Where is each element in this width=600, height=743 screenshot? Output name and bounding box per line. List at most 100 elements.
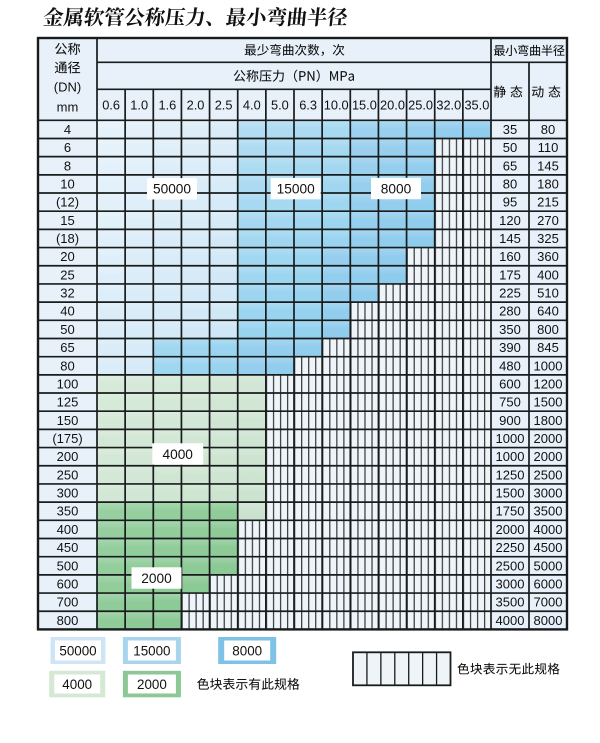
svg-text:80: 80	[541, 122, 555, 137]
svg-text:20.0: 20.0	[380, 97, 405, 112]
svg-text:0.6: 0.6	[102, 97, 120, 112]
svg-text:480: 480	[499, 358, 521, 373]
svg-text:5000: 5000	[534, 558, 563, 573]
svg-text:600: 600	[57, 576, 79, 591]
svg-text:2000: 2000	[141, 571, 172, 586]
svg-text:15000: 15000	[277, 181, 315, 196]
svg-text:110: 110	[538, 140, 559, 155]
svg-text:800: 800	[537, 322, 559, 337]
svg-text:350: 350	[499, 322, 521, 337]
svg-text:80: 80	[503, 176, 517, 191]
svg-text:1000: 1000	[496, 449, 525, 464]
svg-text:7000: 7000	[534, 595, 563, 610]
svg-text:145: 145	[499, 231, 521, 246]
svg-text:35.0: 35.0	[464, 97, 489, 112]
svg-text:600: 600	[499, 376, 521, 391]
svg-text:20: 20	[60, 249, 74, 264]
svg-text:(175): (175)	[52, 431, 82, 446]
svg-text:250: 250	[57, 467, 79, 482]
svg-text:5.0: 5.0	[271, 97, 289, 112]
svg-text:200: 200	[57, 449, 79, 464]
svg-text:6: 6	[64, 140, 71, 155]
svg-text:4.0: 4.0	[243, 97, 261, 112]
svg-text:500: 500	[57, 558, 79, 573]
svg-text:215: 215	[537, 195, 559, 210]
svg-text:95: 95	[503, 195, 517, 210]
svg-text:6.3: 6.3	[299, 97, 317, 112]
svg-text:4000: 4000	[62, 677, 92, 692]
svg-text:1000: 1000	[496, 431, 525, 446]
svg-text:145: 145	[537, 158, 559, 173]
svg-text:350: 350	[57, 504, 79, 519]
svg-text:2.0: 2.0	[187, 97, 205, 112]
svg-text:1.0: 1.0	[130, 97, 148, 112]
svg-text:1800: 1800	[534, 413, 563, 428]
svg-text:180: 180	[537, 176, 559, 191]
svg-text:900: 900	[499, 413, 521, 428]
svg-text:4: 4	[64, 122, 71, 137]
svg-text:50000: 50000	[59, 643, 96, 658]
svg-text:80: 80	[60, 358, 74, 373]
svg-text:1250: 1250	[496, 467, 525, 482]
svg-text:175: 175	[499, 267, 521, 282]
svg-text:1.6: 1.6	[159, 97, 177, 112]
svg-text:mm: mm	[57, 100, 79, 115]
svg-text:3000: 3000	[534, 486, 563, 501]
svg-text:10.0: 10.0	[324, 97, 349, 112]
svg-text:400: 400	[537, 267, 559, 282]
svg-text:4000: 4000	[534, 522, 563, 537]
svg-text:3500: 3500	[534, 504, 563, 519]
svg-text:800: 800	[57, 613, 79, 628]
svg-text:2500: 2500	[496, 558, 525, 573]
svg-text:65: 65	[503, 158, 517, 173]
svg-text:1200: 1200	[534, 376, 563, 391]
svg-text:700: 700	[57, 595, 79, 610]
svg-text:750: 750	[499, 395, 521, 410]
svg-text:150: 150	[57, 413, 79, 428]
svg-text:(DN): (DN)	[54, 79, 81, 94]
svg-text:1750: 1750	[496, 504, 525, 519]
svg-text:4000: 4000	[162, 447, 193, 462]
svg-text:15.0: 15.0	[352, 97, 377, 112]
svg-text:6000: 6000	[534, 576, 563, 591]
svg-text:8: 8	[64, 158, 71, 173]
svg-text:2000: 2000	[496, 522, 525, 537]
svg-text:510: 510	[537, 286, 559, 301]
svg-text:280: 280	[499, 304, 521, 319]
svg-text:225: 225	[499, 286, 521, 301]
svg-text:2500: 2500	[534, 467, 563, 482]
svg-text:10: 10	[60, 176, 74, 191]
svg-text:4500: 4500	[534, 540, 563, 555]
svg-text:120: 120	[499, 213, 521, 228]
svg-text:8000: 8000	[232, 643, 262, 658]
svg-text:450: 450	[57, 540, 79, 555]
svg-text:32: 32	[60, 286, 74, 301]
svg-text:4000: 4000	[496, 613, 525, 628]
svg-text:50: 50	[60, 322, 74, 337]
svg-text:270: 270	[537, 213, 559, 228]
svg-text:8000: 8000	[381, 181, 412, 196]
svg-text:125: 125	[57, 395, 79, 410]
svg-text:845: 845	[537, 340, 559, 355]
svg-text:25.0: 25.0	[408, 97, 433, 112]
svg-text:15: 15	[60, 213, 74, 228]
svg-text:2250: 2250	[496, 540, 525, 555]
svg-text:50000: 50000	[153, 182, 191, 197]
svg-text:360: 360	[537, 249, 559, 264]
svg-text:1000: 1000	[534, 358, 563, 373]
svg-text:2000: 2000	[534, 449, 563, 464]
svg-text:1500: 1500	[534, 395, 563, 410]
svg-text:25: 25	[60, 267, 74, 282]
svg-text:(12): (12)	[56, 195, 79, 210]
svg-text:40: 40	[60, 304, 74, 319]
svg-text:35: 35	[503, 122, 517, 137]
svg-text:3000: 3000	[496, 576, 525, 591]
svg-text:390: 390	[499, 340, 521, 355]
svg-text:(18): (18)	[56, 231, 79, 246]
svg-text:160: 160	[499, 249, 521, 264]
svg-text:2000: 2000	[137, 677, 167, 692]
svg-text:15000: 15000	[133, 643, 170, 658]
svg-text:100: 100	[57, 376, 79, 391]
svg-text:400: 400	[57, 522, 79, 537]
svg-text:32.0: 32.0	[436, 97, 461, 112]
